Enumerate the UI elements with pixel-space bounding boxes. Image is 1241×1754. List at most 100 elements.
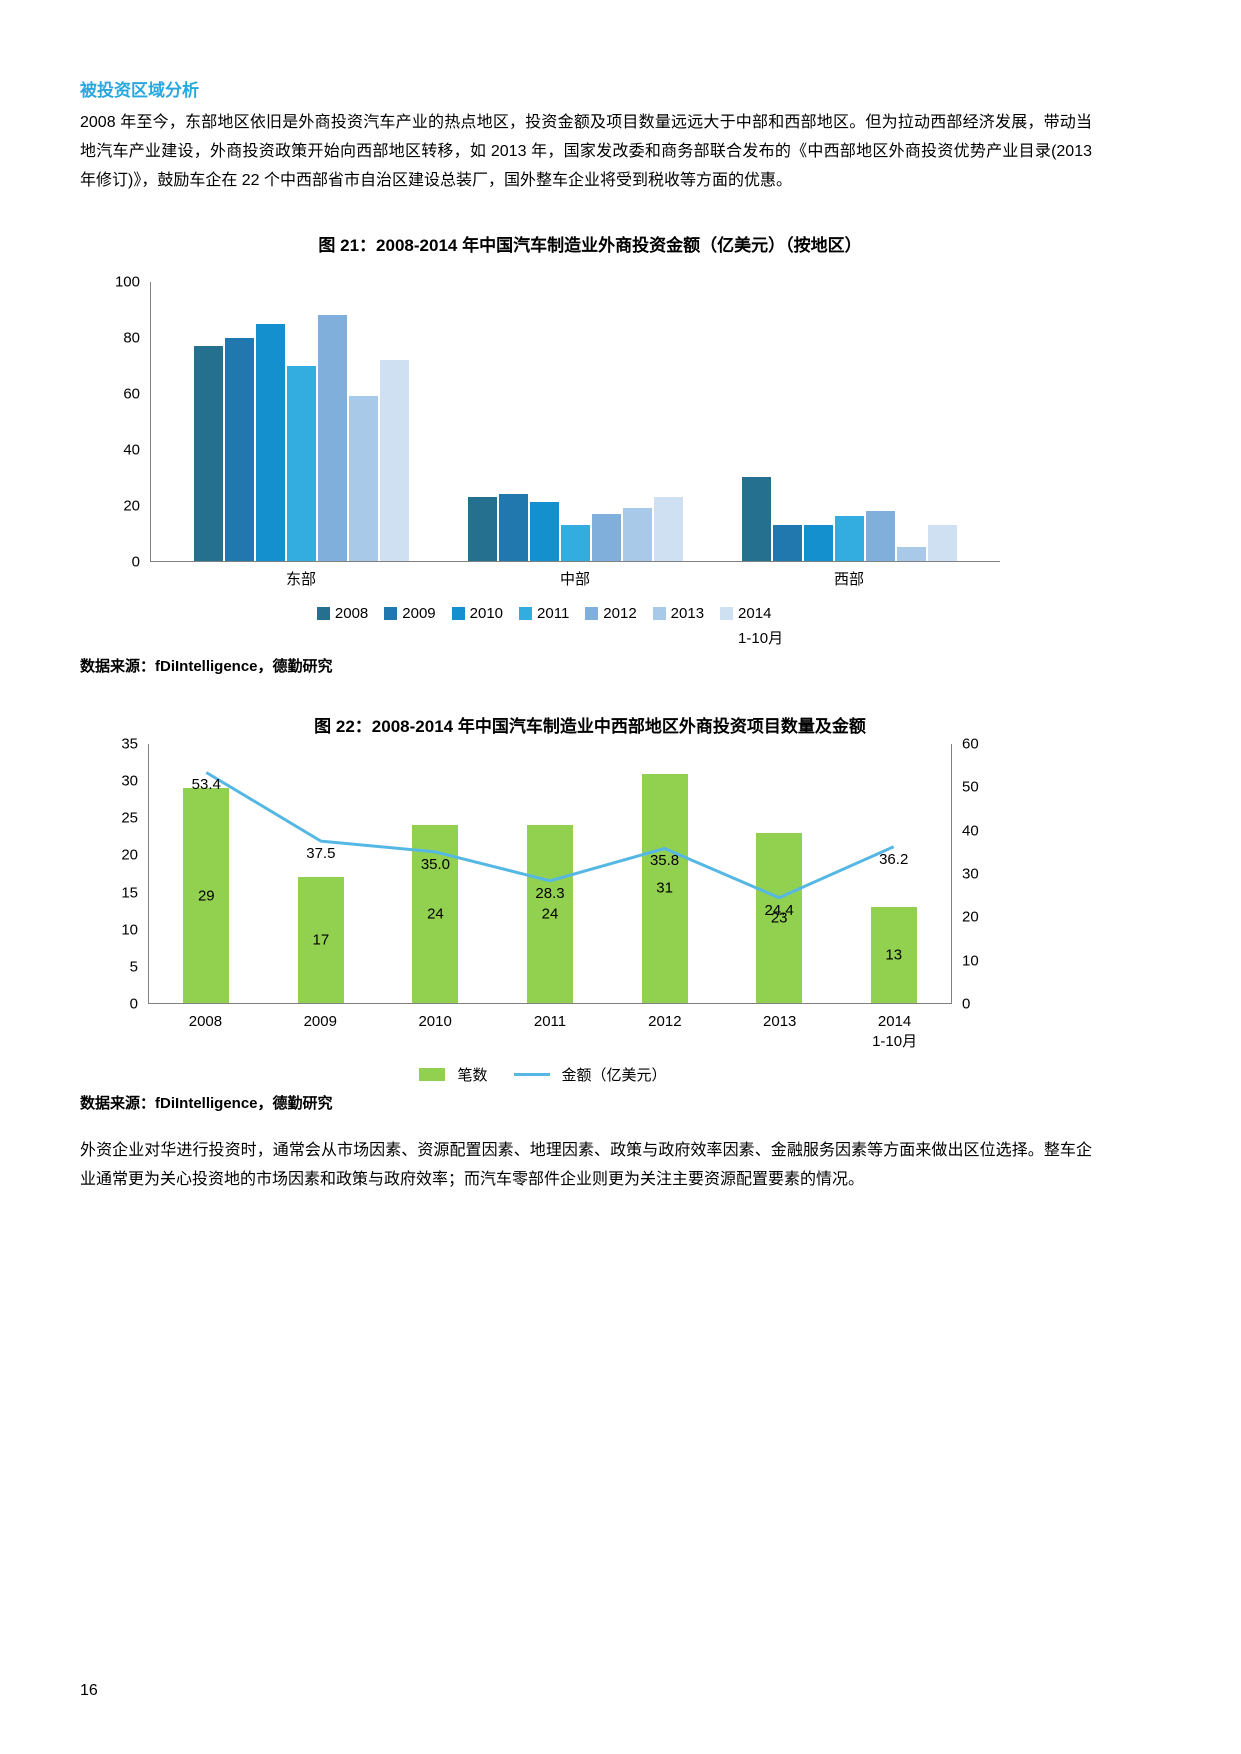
y-tick-label: 20 [123, 497, 140, 515]
legend-swatch [316, 607, 330, 620]
bar-2011 [560, 524, 590, 561]
legend-item-row: 2008 [316, 605, 369, 622]
legend-swatch [585, 607, 599, 620]
category-label: 2010 [378, 1012, 493, 1052]
bar-2009 [772, 524, 802, 561]
bar-2012 [865, 510, 895, 561]
bar-2012 [318, 315, 348, 561]
category-label: 中部 [559, 571, 590, 588]
legend-item: 2012 [585, 605, 637, 622]
y-tick-label: 100 [114, 273, 140, 291]
bar-slot: 17 [264, 744, 379, 1003]
chart1-source: 数据来源：fDiIntelligence，德勤研究 [80, 658, 333, 675]
chart1-title: 图 21：2008-2014 年中国汽车制造业外商投资金额（亿美元）（按地区） [318, 236, 862, 255]
legend-item: 2010 [451, 605, 504, 622]
category-label-text: 2011 [533, 1013, 567, 1030]
bar-2012 [591, 513, 621, 561]
chart2-title: 图 22：2008-2014 年中国汽车制造业中西部地区外商投资项目数量及金额 [314, 717, 866, 736]
category-label: 2011 [493, 1012, 608, 1052]
count-bar-2014: 13 [870, 906, 917, 1003]
bar-slot: 13 [836, 744, 951, 1003]
chart2-body: 35 30 25 20 15 10 5 0 29 17 24 24 31 23 13 53.4 37.5 35.… [100, 736, 1000, 1013]
bar-group-西部 [741, 282, 957, 561]
line-value-label: 35.0 [420, 855, 451, 873]
legend-label: 2010 [469, 605, 504, 622]
count-bar-2013: 23 [756, 832, 803, 1003]
bar-2010 [803, 524, 833, 561]
bar-2014 [380, 360, 410, 561]
bar-2013 [896, 547, 926, 561]
bar-2010 [529, 502, 559, 561]
category-label-text: 2010 [418, 1013, 452, 1030]
legend-item: 2009 [384, 605, 436, 622]
bar-value-label: 29 [197, 887, 215, 905]
bar-value-label: 17 [312, 931, 330, 949]
bar-group-东部 [194, 282, 410, 561]
bar-slot: 31 [607, 744, 722, 1003]
category-label: 2009 [263, 1012, 378, 1052]
count-bar-2011: 24 [527, 825, 574, 1003]
left-y-tick-label: 10 [121, 921, 138, 939]
left-y-tick-label: 0 [129, 995, 138, 1013]
legend-label: 2011 [537, 605, 570, 622]
left-y-tick-label: 25 [121, 809, 138, 827]
legend-item-row: 2011 [519, 605, 569, 622]
line-value-label: 35.8 [649, 852, 680, 870]
bar-value-label: 31 [656, 879, 673, 897]
chart2-right-axis: 60 50 40 30 20 10 0 [952, 736, 1000, 1013]
left-y-tick-label: 30 [121, 772, 138, 790]
category-label: 2008 [148, 1012, 263, 1052]
bar-value-label: 24 [427, 905, 444, 923]
legend-label: 金额（亿美元） [561, 1067, 667, 1084]
legend-item: 2014 1-10月 [720, 605, 783, 648]
y-tick-label: 0 [131, 553, 140, 571]
closing-paragraph: 外资企业对华进行投资时，通常会从市场因素、资源配置因素、地理因素、政策与政府效率… [80, 1142, 1092, 1188]
legend-label: 2014 [738, 605, 772, 622]
legend-swatch [384, 607, 398, 620]
category-sublabel: 1-10月 [872, 1033, 918, 1050]
chart2-x-axis: 2008 2009 2010 2011 2012 2013 2014 1-10月 [100, 1012, 1000, 1052]
legend-item-row: 2012 [585, 605, 637, 622]
bar-2011 [834, 516, 864, 561]
category-label-text: 2009 [303, 1013, 337, 1030]
count-bar-2008: 29 [183, 788, 230, 1003]
legend-swatch [720, 607, 734, 620]
bar-2008 [467, 496, 497, 561]
chart1-body: 100 80 60 40 20 0 [100, 274, 1000, 571]
count-bar-2012: 31 [641, 773, 688, 1003]
legend-sublabel: 1-10月 [738, 630, 784, 647]
count-bar-2009: 17 [297, 877, 344, 1003]
chart1-legend: 2008 2009 2010 2011 2012 2013 2014 1-10月 [100, 605, 1000, 648]
intro-paragraph: 2008 年至今，东部地区依旧是外商投资汽车产业的热点地区，投资金额及项目数量远… [80, 114, 1092, 189]
axis-spacer [952, 1012, 1000, 1052]
page-number: 16 [80, 1682, 98, 1699]
bar-2014 [927, 524, 957, 561]
chart2-left-axis: 35 30 25 20 15 10 5 0 [100, 736, 148, 1013]
y-tick-label: 40 [123, 441, 140, 459]
chart2-source: 数据来源：fDiIntelligence，德勤研究 [80, 1095, 333, 1112]
legend-label: 2008 [334, 605, 369, 622]
bar-2014 [653, 496, 683, 561]
bar-2011 [287, 365, 317, 561]
axis-spacer [100, 1012, 148, 1052]
line-value-label: 28.3 [535, 884, 565, 902]
category-label-text: 2013 [763, 1013, 797, 1030]
section-heading: 被投资区域分析 [80, 81, 199, 100]
bar-value-label: 13 [885, 946, 903, 964]
bar-value-label: 24 [541, 905, 559, 923]
right-y-tick-label: 30 [962, 865, 979, 883]
left-y-tick-label: 35 [121, 735, 138, 753]
chart2-plot: 29 17 24 24 31 23 13 53.4 37.5 35.0 28.3 35.8 24.4 36… [148, 744, 952, 1004]
category-label-text: 2014 [877, 1013, 912, 1030]
bar-group-中部 [467, 282, 683, 561]
line-value-label: 24.4 [764, 901, 794, 919]
legend-label: 笔数 [457, 1067, 488, 1084]
legend-swatch [652, 607, 666, 620]
right-y-tick-label: 0 [962, 995, 971, 1013]
legend-label: 2013 [670, 605, 705, 622]
bar-slot: 23 [722, 744, 837, 1003]
bar-slot: 29 [149, 744, 264, 1003]
right-y-tick-label: 20 [962, 908, 979, 926]
category-label: 2012 [607, 1012, 722, 1052]
